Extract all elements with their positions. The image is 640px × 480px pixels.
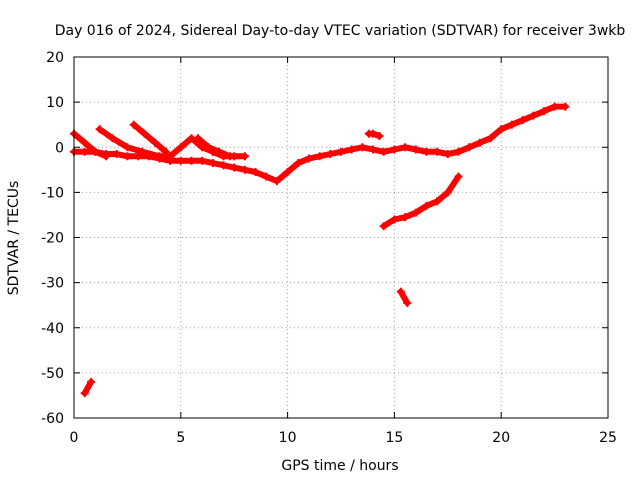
grid [74, 57, 608, 418]
series-spur-0-3 [70, 129, 111, 161]
series-spur-2-4 [129, 120, 170, 156]
x-tick-label: 25 [599, 430, 617, 446]
x-axis-label: GPS time / hours [281, 458, 398, 474]
series-band [130, 121, 169, 155]
y-tick-label: 0 [55, 140, 64, 156]
y-tick-label: 10 [46, 95, 64, 111]
y-axis-label: SDTVAR / TECUs [6, 181, 22, 296]
series-segment-15-6 [396, 287, 412, 307]
x-tick-label: 20 [492, 430, 510, 446]
x-tick-label: 15 [385, 430, 403, 446]
series-blip-14 [364, 129, 384, 140]
x-tick-label: 10 [279, 430, 297, 446]
y-tick-label: -10 [41, 185, 64, 201]
series-band [81, 378, 95, 397]
series-band [71, 130, 109, 160]
series-band [397, 288, 411, 306]
y-tick-label: -30 [41, 276, 64, 292]
y-tick-label: 20 [46, 50, 64, 66]
y-tick-label: -60 [41, 411, 64, 427]
series-branch-15-18 [379, 172, 463, 231]
y-tick-label: -40 [41, 321, 64, 337]
x-axis: 0 5 10 15 20 25 [70, 57, 617, 446]
series-segment-0-6 [80, 377, 96, 398]
data-series [70, 102, 570, 398]
series-band [71, 103, 569, 185]
y-tick-label: -50 [41, 366, 64, 382]
x-tick-label: 5 [176, 430, 185, 446]
x-tick-label: 0 [70, 430, 79, 446]
y-tick-label: -20 [41, 231, 64, 247]
y-axis: -60 -50 -40 -30 -20 -10 0 10 20 [41, 50, 608, 427]
series-main-trend [70, 102, 570, 186]
chart-title: Day 016 of 2024, Sidereal Day-to-day VTE… [55, 23, 626, 39]
series-band [209, 148, 248, 160]
series-spur-7-8 [208, 147, 249, 161]
series-spur-1-3 [95, 125, 175, 161]
